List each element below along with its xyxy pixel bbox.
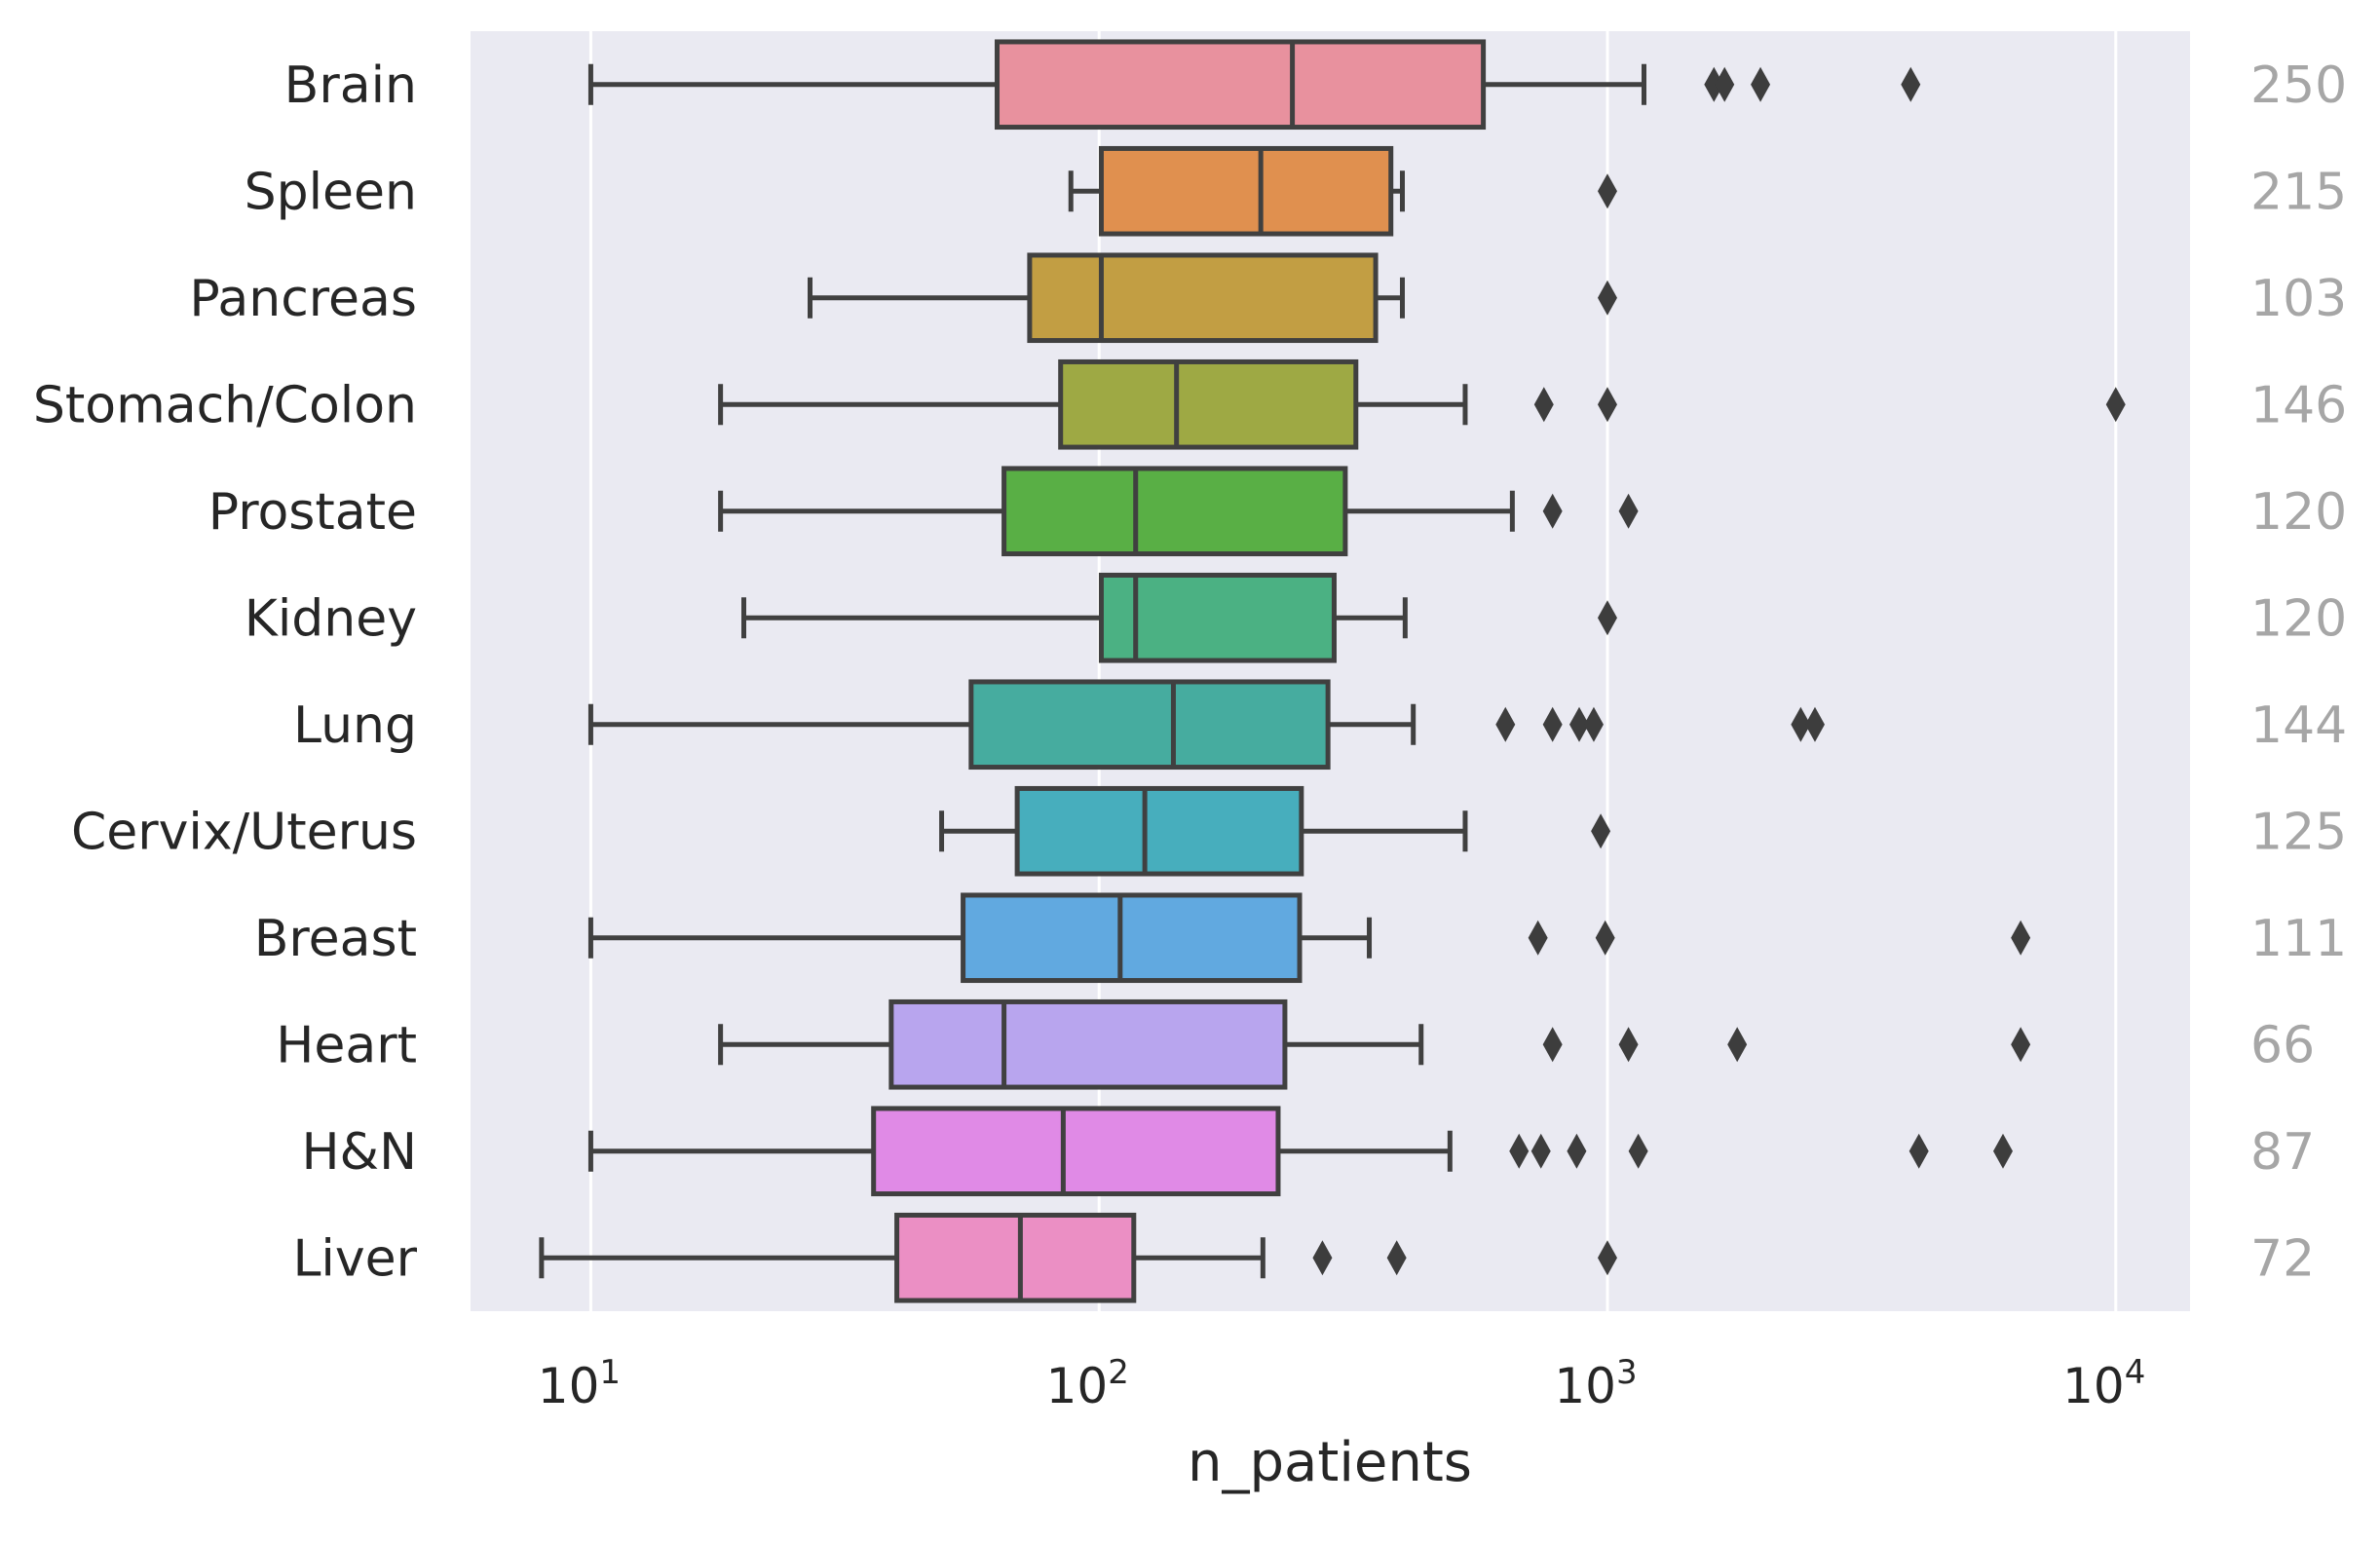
outlier-lung-4 bbox=[1791, 706, 1811, 742]
outlier-h-n-5 bbox=[1992, 1133, 2013, 1169]
plot-background bbox=[471, 31, 2190, 1311]
outlier-prostate-0 bbox=[1542, 493, 1563, 529]
box-group-pancreas bbox=[808, 252, 1617, 344]
count-label-cervix-uterus: 125 bbox=[2250, 803, 2347, 861]
box-spleen bbox=[1098, 145, 1394, 237]
box-group-lung bbox=[587, 679, 1825, 771]
x-tick-exponent-0: 1 bbox=[599, 1353, 621, 1392]
x-tick-label-1: 102 bbox=[1046, 1353, 1129, 1414]
box-breast bbox=[961, 892, 1303, 984]
outlier-liver-0 bbox=[1312, 1240, 1333, 1276]
outlier-kidney-0 bbox=[1597, 600, 1617, 636]
count-label-h-n: 87 bbox=[2250, 1123, 2315, 1182]
outlier-h-n-1 bbox=[1530, 1133, 1551, 1169]
count-label-pancreas: 103 bbox=[2250, 270, 2347, 328]
outlier-lung-3 bbox=[1583, 706, 1604, 742]
count-label-liver: 72 bbox=[2250, 1229, 2315, 1288]
outlier-lung-1 bbox=[1542, 706, 1563, 742]
outlier-brain-1 bbox=[1715, 66, 1735, 102]
x-tick-exponent-3: 4 bbox=[2125, 1353, 2146, 1392]
outlier-stomach-colon-0 bbox=[1533, 387, 1554, 423]
box-group-cervix-uterus bbox=[939, 785, 1611, 877]
box-series bbox=[539, 39, 2126, 1303]
outlier-heart-0 bbox=[1542, 1027, 1563, 1063]
category-label-heart: Heart bbox=[276, 1016, 417, 1074]
grid-lines bbox=[588, 31, 2118, 1311]
count-label-lung: 144 bbox=[2250, 696, 2347, 755]
x-axis-ticks: 101 102 103 104 bbox=[538, 1353, 2146, 1414]
x-tick-exponent-1: 2 bbox=[1108, 1353, 1129, 1392]
category-label-kidney: Kidney bbox=[245, 589, 417, 648]
outlier-heart-3 bbox=[2011, 1027, 2031, 1063]
box-group-spleen bbox=[1068, 145, 1617, 237]
outlier-brain-3 bbox=[1901, 66, 1921, 102]
box-lung bbox=[968, 679, 1331, 771]
box-group-h-n bbox=[587, 1106, 2013, 1197]
outlier-prostate-1 bbox=[1618, 493, 1639, 529]
category-label-spleen: Spleen bbox=[245, 163, 417, 221]
box-group-breast bbox=[587, 892, 2031, 984]
outlier-liver-2 bbox=[1597, 1240, 1617, 1276]
count-label-stomach-colon: 146 bbox=[2250, 376, 2347, 434]
box-group-liver bbox=[539, 1212, 1617, 1303]
outlier-stomach-colon-2 bbox=[2105, 387, 2126, 423]
outlier-heart-2 bbox=[1727, 1027, 1748, 1063]
box-prostate bbox=[1001, 466, 1348, 557]
outlier-h-n-2 bbox=[1567, 1133, 1587, 1169]
x-tick-exponent-2: 3 bbox=[1616, 1353, 1638, 1392]
box-heart bbox=[888, 998, 1288, 1090]
category-label-h-n: H&N bbox=[301, 1123, 417, 1182]
outlier-brain-0 bbox=[1704, 66, 1724, 102]
outlier-brain-2 bbox=[1751, 66, 1771, 102]
x-tick-label-2: 103 bbox=[1554, 1353, 1637, 1414]
count-label-brain: 250 bbox=[2250, 56, 2347, 115]
outlier-lung-2 bbox=[1569, 706, 1590, 742]
outlier-breast-0 bbox=[1528, 920, 1548, 956]
category-label-stomach-colon: Stomach/Colon bbox=[33, 376, 417, 434]
box-stomach-colon bbox=[1058, 358, 1359, 450]
count-label-kidney: 120 bbox=[2250, 589, 2347, 648]
outlier-h-n-0 bbox=[1509, 1133, 1530, 1169]
outlier-stomach-colon-1 bbox=[1597, 387, 1617, 423]
box-pancreas bbox=[1027, 252, 1379, 344]
box-group-kidney bbox=[741, 572, 1617, 663]
outlier-breast-2 bbox=[2011, 920, 2031, 956]
box-kidney bbox=[1098, 572, 1337, 663]
category-label-lung: Lung bbox=[293, 696, 417, 755]
x-tick-label-3: 104 bbox=[2062, 1353, 2145, 1414]
category-label-prostate: Prostate bbox=[208, 483, 417, 542]
box-cervix-uterus bbox=[1014, 785, 1304, 877]
outlier-lung-0 bbox=[1495, 706, 1516, 742]
count-label-breast: 111 bbox=[2250, 910, 2347, 968]
category-label-liver: Liver bbox=[292, 1229, 417, 1288]
outlier-lung-5 bbox=[1804, 706, 1825, 742]
box-group-stomach-colon bbox=[718, 358, 2126, 450]
category-label-pancreas: Pancreas bbox=[189, 270, 417, 328]
outlier-breast-1 bbox=[1595, 920, 1615, 956]
category-label-cervix-uterus: Cervix/Uterus bbox=[71, 803, 417, 861]
x-axis-title: n_patients bbox=[1188, 1431, 1472, 1494]
outlier-cervix-uterus-0 bbox=[1591, 813, 1611, 849]
outlier-liver-1 bbox=[1386, 1240, 1407, 1276]
box-liver bbox=[894, 1212, 1137, 1303]
box-h-n bbox=[871, 1106, 1281, 1197]
count-label-spleen: 215 bbox=[2250, 163, 2347, 221]
box-group-prostate bbox=[718, 466, 1639, 557]
outlier-h-n-4 bbox=[1908, 1133, 1929, 1169]
count-labels: 250 215 103 146 120 120 144 125 111 66 87 72 bbox=[2250, 56, 2347, 1289]
outlier-pancreas-0 bbox=[1597, 280, 1617, 316]
outlier-heart-1 bbox=[1618, 1027, 1639, 1063]
box-group-brain bbox=[587, 39, 1921, 131]
category-labels: Brain Spleen Pancreas Stomach/Colon Prostate… bbox=[33, 56, 418, 1289]
outlier-spleen-0 bbox=[1597, 173, 1617, 209]
box-brain bbox=[995, 39, 1487, 131]
count-label-prostate: 120 bbox=[2250, 483, 2347, 542]
x-tick-label-0: 101 bbox=[538, 1353, 621, 1414]
count-label-heart: 66 bbox=[2250, 1016, 2315, 1074]
category-label-brain: Brain bbox=[284, 56, 417, 115]
category-label-breast: Breast bbox=[254, 910, 417, 968]
outlier-h-n-3 bbox=[1628, 1133, 1648, 1169]
box-group-heart bbox=[718, 998, 2031, 1090]
